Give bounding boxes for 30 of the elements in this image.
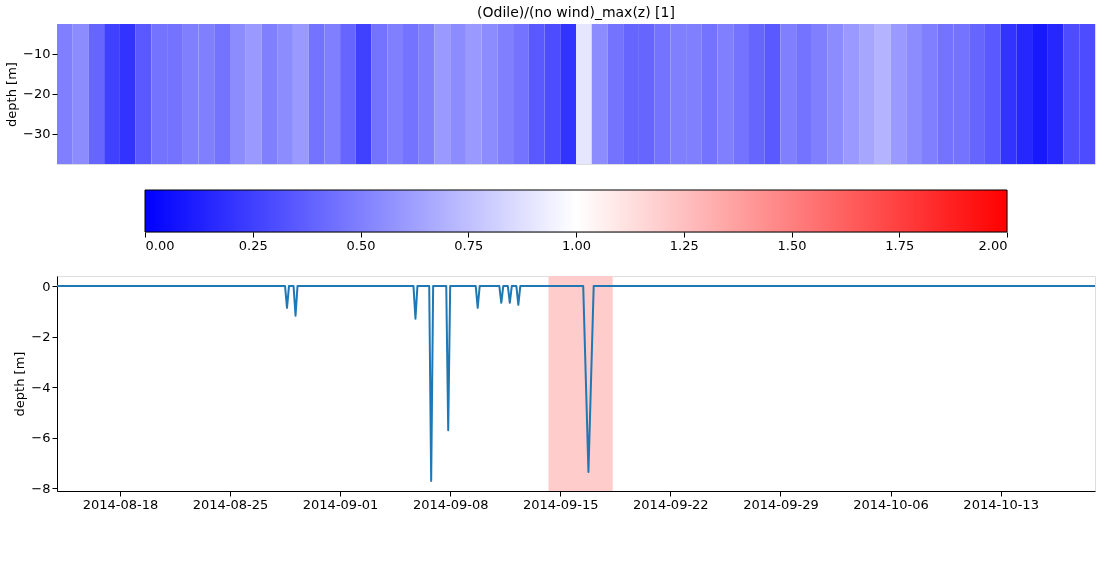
color-bar-label: 0.50 bbox=[346, 237, 376, 253]
x-tick-label: 2014-09-29 bbox=[743, 496, 819, 512]
y-tick-label: 0 bbox=[42, 278, 51, 294]
y-tick-label: −20 bbox=[23, 86, 51, 101]
x-tick-label: 2014-10-13 bbox=[963, 496, 1039, 512]
x-tick-label: 2014-08-18 bbox=[82, 496, 159, 512]
x-tick-label: 2014-09-08 bbox=[412, 496, 489, 512]
color-bar-label: 1.25 bbox=[669, 237, 699, 253]
y-tick-label: −30 bbox=[23, 126, 51, 141]
color-bar-label: 1.75 bbox=[885, 237, 915, 253]
y-axis-title: depth [m] bbox=[4, 62, 20, 127]
y-tick-label: −4 bbox=[31, 379, 51, 395]
y-tick-label: −2 bbox=[31, 329, 51, 345]
x-tick-label: 2014-09-01 bbox=[302, 496, 379, 512]
x-tick-label: 2014-09-15 bbox=[522, 496, 599, 512]
y-tick-label: −10 bbox=[23, 46, 51, 61]
color-bar-label: 0.00 bbox=[145, 237, 175, 253]
color-bar-label: 2.00 bbox=[978, 237, 1008, 253]
color-bar-label: 1.50 bbox=[777, 237, 807, 253]
color-bar-label: 1.00 bbox=[562, 237, 591, 253]
color-bar-label: 0.75 bbox=[454, 237, 484, 253]
x-tick-label: 2014-09-22 bbox=[633, 496, 709, 512]
y-axis-title: depth [m] bbox=[12, 351, 28, 417]
line-series bbox=[57, 285, 1095, 482]
x-tick-label: 2014-10-06 bbox=[853, 496, 929, 512]
y-tick-label: −8 bbox=[31, 480, 51, 496]
chart-title: (Odile)/(no wind)_max(z) [1] bbox=[477, 4, 675, 20]
color-bar-label: 0.25 bbox=[238, 237, 268, 253]
y-tick-label: −6 bbox=[31, 430, 51, 446]
x-tick-label: 2014-08-25 bbox=[192, 496, 269, 512]
